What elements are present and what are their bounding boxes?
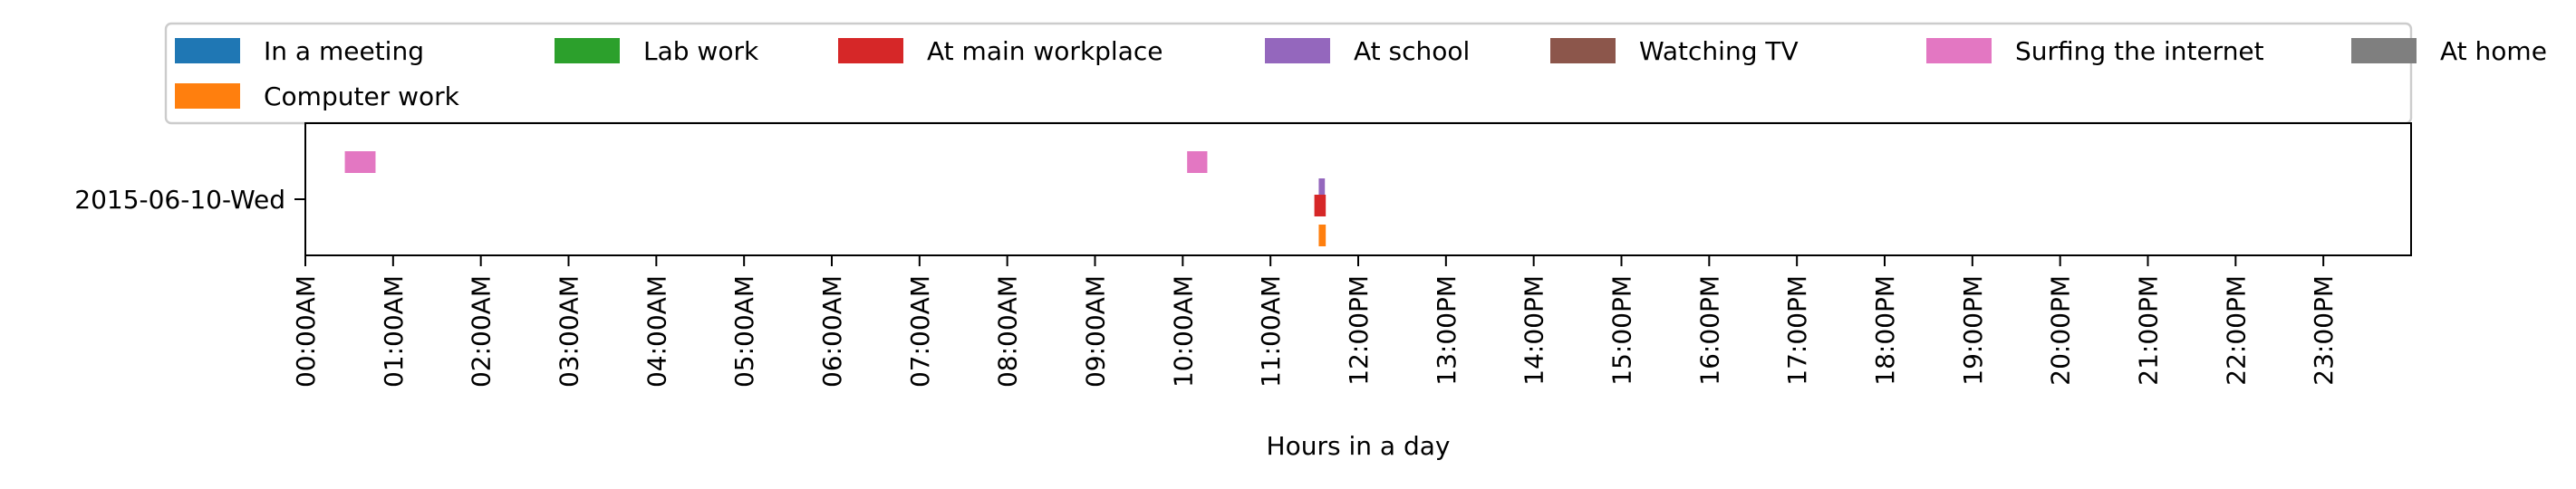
x-tick-label: 23:00PM	[2309, 275, 2339, 386]
x-tick-label: 08:00AM	[993, 275, 1023, 388]
x-tick-label: 01:00AM	[379, 275, 409, 388]
legend-label-computer-work: Computer work	[264, 82, 460, 111]
x-tick-label: 09:00AM	[1081, 275, 1111, 388]
x-axis-label: Hours in a day	[1267, 431, 1451, 461]
x-tick-label: 13:00PM	[1432, 275, 1462, 386]
y-axis: 2015-06-10-Wed	[74, 185, 305, 215]
x-tick-label: 02:00AM	[467, 275, 497, 388]
x-tick-label: 20:00PM	[2046, 275, 2076, 386]
bar-computer-work	[1318, 225, 1327, 246]
x-tick-label: 06:00AM	[817, 275, 847, 388]
x-tick-label: 12:00PM	[1344, 275, 1374, 386]
bar-surfing-the-internet	[344, 151, 376, 173]
legend-label-watching-tv: Watching TV	[1639, 36, 1799, 66]
x-tick-label: 17:00PM	[1782, 275, 1812, 386]
axes-frame	[304, 122, 2412, 256]
legend-swatch-in-a-meeting	[175, 38, 240, 63]
bar-surfing-the-internet	[1187, 151, 1208, 173]
x-tick-label: 04:00AM	[642, 275, 671, 388]
x-tick-label: 16:00PM	[1694, 275, 1724, 386]
x-tick-label: 11:00AM	[1256, 275, 1286, 388]
legend-swatch-at-home	[2351, 38, 2417, 63]
x-tick-label: 14:00PM	[1520, 275, 1549, 386]
bar-layer	[344, 151, 1327, 246]
x-tick-label: 10:00AM	[1168, 275, 1198, 388]
legend-label-at-home: At home	[2440, 36, 2547, 66]
x-tick-label: 00:00AM	[291, 275, 321, 388]
legend-swatch-computer-work	[175, 83, 240, 109]
x-tick-label: 05:00AM	[729, 275, 759, 388]
legend-swatch-surfing-the-internet	[1926, 38, 1992, 63]
x-tick-label: 18:00PM	[1870, 275, 1900, 386]
x-tick-label: 07:00AM	[905, 275, 935, 388]
x-tick-label: 22:00PM	[2221, 275, 2251, 386]
x-axis: 00:00AM 01:00AM 02:00AM 03:00AM 04:00AM 05:00…	[291, 255, 2339, 388]
bar-at-school	[1318, 178, 1326, 195]
x-tick-label: 15:00PM	[1607, 275, 1637, 386]
legend-label-at-school: At school	[1354, 36, 1470, 66]
legend-label-at-main-workplace: At main workplace	[927, 36, 1163, 66]
legend: In a meeting Lab work At main workplace At …	[164, 22, 2547, 125]
legend-swatch-at-main-workplace	[838, 38, 903, 63]
x-tick-label: 19:00PM	[1958, 275, 1988, 386]
legend-swatch-lab-work	[555, 38, 620, 63]
legend-label-surfing-the-internet: Surfing the internet	[2015, 36, 2264, 66]
legend-swatch-at-school	[1265, 38, 1330, 63]
legend-label-lab-work: Lab work	[643, 36, 759, 66]
legend-swatch-watching-tv	[1550, 38, 1616, 63]
x-tick-label: 21:00PM	[2134, 275, 2164, 386]
legend-label-in-a-meeting: In a meeting	[264, 36, 424, 66]
bar-at-main-workplace	[1314, 195, 1327, 216]
y-tick-label: 2015-06-10-Wed	[74, 185, 285, 215]
x-tick-label: 03:00AM	[555, 275, 584, 388]
